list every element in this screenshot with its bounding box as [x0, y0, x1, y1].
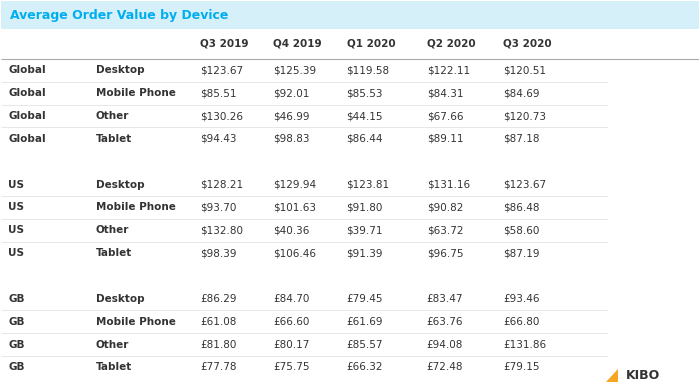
Text: $119.58: $119.58 — [346, 65, 390, 75]
Text: GB: GB — [8, 362, 25, 372]
Text: $87.19: $87.19 — [503, 248, 540, 258]
Text: $89.11: $89.11 — [427, 134, 463, 144]
Text: $63.72: $63.72 — [427, 225, 463, 235]
Text: £85.57: £85.57 — [346, 340, 383, 350]
Text: Q1 2020: Q1 2020 — [346, 39, 395, 49]
Text: £72.48: £72.48 — [427, 362, 463, 372]
Text: $122.11: $122.11 — [427, 65, 470, 75]
Text: £94.08: £94.08 — [427, 340, 463, 350]
Text: £80.17: £80.17 — [273, 340, 309, 350]
Text: $67.66: $67.66 — [427, 111, 463, 121]
Text: Mobile Phone: Mobile Phone — [95, 317, 176, 327]
Text: $96.75: $96.75 — [427, 248, 463, 258]
Text: $90.82: $90.82 — [427, 203, 463, 213]
Text: $120.51: $120.51 — [503, 65, 547, 75]
Text: Mobile Phone: Mobile Phone — [95, 88, 176, 98]
Text: $98.39: $98.39 — [200, 248, 237, 258]
Text: $131.16: $131.16 — [427, 180, 470, 190]
Text: $130.26: $130.26 — [200, 111, 243, 121]
Text: Q3 2020: Q3 2020 — [503, 39, 552, 49]
Text: £75.75: £75.75 — [273, 362, 310, 372]
Text: US: US — [8, 180, 24, 190]
Text: Global: Global — [8, 134, 46, 144]
FancyBboxPatch shape — [1, 2, 699, 29]
Text: £77.78: £77.78 — [200, 362, 237, 372]
Text: £63.76: £63.76 — [427, 317, 463, 327]
Text: Q4 2019: Q4 2019 — [273, 39, 322, 49]
Text: Mobile Phone: Mobile Phone — [95, 203, 176, 213]
Text: Global: Global — [8, 88, 46, 98]
Text: $84.69: $84.69 — [503, 88, 540, 98]
Text: $123.67: $123.67 — [503, 180, 547, 190]
Text: $93.70: $93.70 — [200, 203, 237, 213]
Text: £79.45: £79.45 — [346, 294, 383, 304]
Text: £66.60: £66.60 — [273, 317, 309, 327]
Text: Tablet: Tablet — [95, 248, 132, 258]
Text: $84.31: $84.31 — [427, 88, 463, 98]
Text: US: US — [8, 203, 24, 213]
Text: £86.29: £86.29 — [200, 294, 237, 304]
Text: $123.81: $123.81 — [346, 180, 390, 190]
Text: $106.46: $106.46 — [273, 248, 316, 258]
Text: $87.18: $87.18 — [503, 134, 540, 144]
Text: £61.08: £61.08 — [200, 317, 237, 327]
Text: $46.99: $46.99 — [273, 111, 310, 121]
Text: Desktop: Desktop — [95, 180, 144, 190]
Text: GB: GB — [8, 340, 25, 350]
Text: $98.83: $98.83 — [273, 134, 310, 144]
Text: $129.94: $129.94 — [273, 180, 316, 190]
Text: $128.21: $128.21 — [200, 180, 243, 190]
Text: $132.80: $132.80 — [200, 225, 243, 235]
Text: Tablet: Tablet — [95, 134, 132, 144]
Text: £83.47: £83.47 — [427, 294, 463, 304]
Text: $44.15: $44.15 — [346, 111, 383, 121]
Text: $94.43: $94.43 — [200, 134, 237, 144]
Text: Desktop: Desktop — [95, 294, 144, 304]
Text: $101.63: $101.63 — [273, 203, 316, 213]
Text: $125.39: $125.39 — [273, 65, 316, 75]
Text: £93.46: £93.46 — [503, 294, 540, 304]
Text: Other: Other — [95, 340, 129, 350]
Text: $120.73: $120.73 — [503, 111, 547, 121]
Text: $92.01: $92.01 — [273, 88, 309, 98]
Text: $85.53: $85.53 — [346, 88, 383, 98]
Text: £61.69: £61.69 — [346, 317, 383, 327]
Text: $86.44: $86.44 — [346, 134, 383, 144]
Text: GB: GB — [8, 294, 25, 304]
Text: KIBO: KIBO — [625, 369, 659, 381]
Text: £84.70: £84.70 — [273, 294, 309, 304]
Text: $40.36: $40.36 — [273, 225, 309, 235]
Text: Global: Global — [8, 111, 46, 121]
Text: GB: GB — [8, 317, 25, 327]
Text: $39.71: $39.71 — [346, 225, 383, 235]
Text: $91.80: $91.80 — [346, 203, 383, 213]
Text: Other: Other — [95, 111, 129, 121]
Text: $123.67: $123.67 — [200, 65, 243, 75]
Text: $85.51: $85.51 — [200, 88, 237, 98]
Text: £66.80: £66.80 — [503, 317, 540, 327]
Text: $91.39: $91.39 — [346, 248, 383, 258]
Text: US: US — [8, 225, 24, 235]
Text: £66.32: £66.32 — [346, 362, 383, 372]
Polygon shape — [606, 369, 618, 382]
Text: Tablet: Tablet — [95, 362, 132, 372]
Text: Average Order Value by Device: Average Order Value by Device — [10, 9, 228, 22]
Text: US: US — [8, 248, 24, 258]
Text: £79.15: £79.15 — [503, 362, 540, 372]
Text: Q3 2019: Q3 2019 — [200, 39, 248, 49]
Text: Desktop: Desktop — [95, 65, 144, 75]
Text: £131.86: £131.86 — [503, 340, 547, 350]
Text: $86.48: $86.48 — [503, 203, 540, 213]
Text: Other: Other — [95, 225, 129, 235]
Text: £81.80: £81.80 — [200, 340, 237, 350]
Text: Global: Global — [8, 65, 46, 75]
Text: $58.60: $58.60 — [503, 225, 540, 235]
Text: Q2 2020: Q2 2020 — [427, 39, 475, 49]
